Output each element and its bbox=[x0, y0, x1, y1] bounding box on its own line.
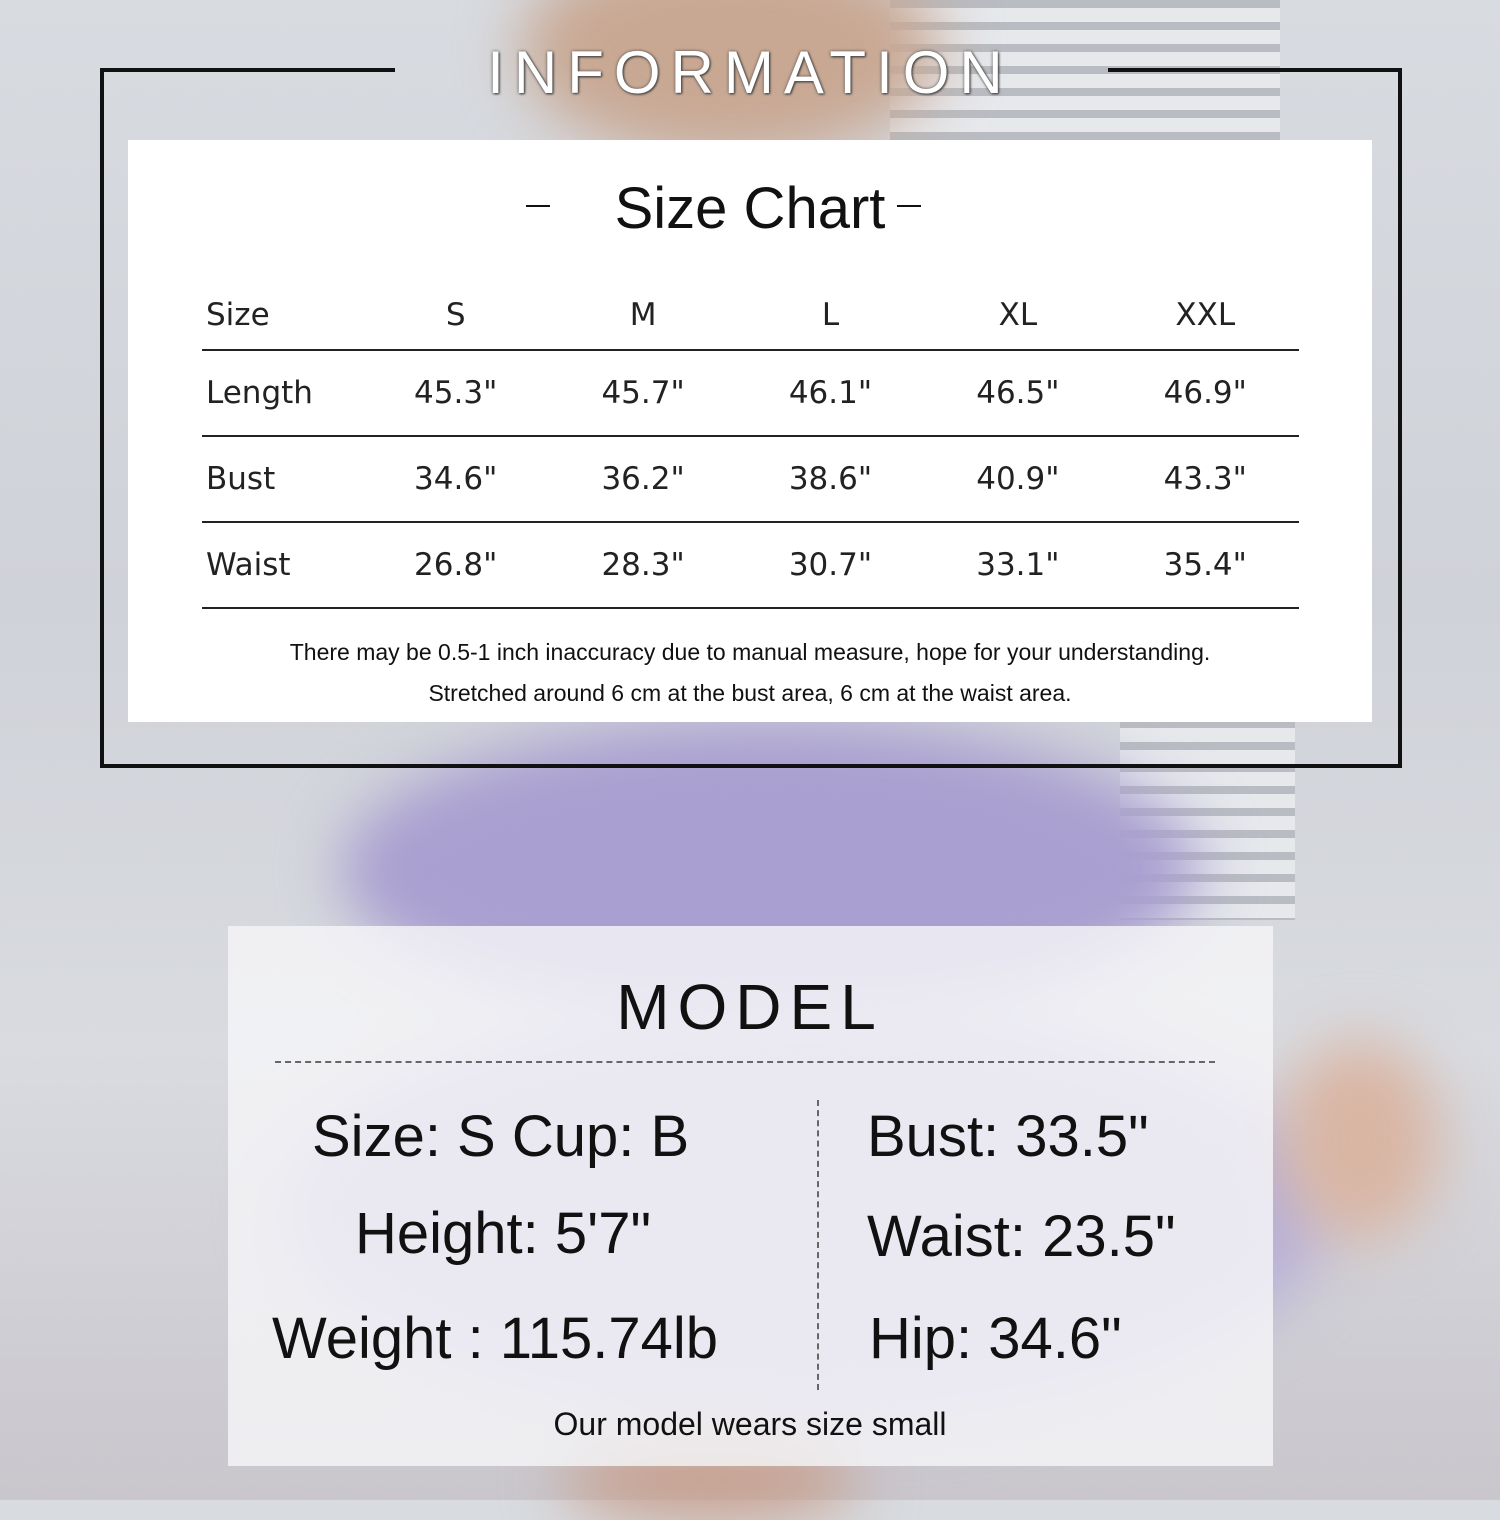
cell: 46.9" bbox=[1111, 350, 1299, 437]
cell: 35.4" bbox=[1111, 522, 1299, 609]
cell: 45.3" bbox=[362, 350, 550, 437]
model-footer: Our model wears size small bbox=[553, 1406, 947, 1442]
size-chart-title: Size Chart bbox=[614, 176, 886, 241]
model-card bbox=[228, 926, 1273, 1466]
cell: 30.7" bbox=[736, 522, 925, 609]
frame-line-right bbox=[1108, 68, 1402, 72]
cell: 36.2" bbox=[549, 436, 737, 523]
cell: 46.1" bbox=[736, 350, 925, 437]
row-label: Waist bbox=[202, 522, 362, 609]
column-header: XXL bbox=[1111, 280, 1299, 351]
info-title: INFORMATION bbox=[487, 39, 1013, 106]
table-row: Waist 26.8" 28.3" 30.7" 33.1" 35.4" bbox=[202, 522, 1299, 609]
table-row: Length 45.3" 45.7" 46.1" 46.5" 46.9" bbox=[202, 350, 1299, 437]
row-label: Bust bbox=[202, 436, 362, 523]
info-frame bbox=[100, 70, 1402, 768]
vertical-dashed-divider bbox=[817, 1100, 819, 1390]
size-chart-table: Size S M L XL XXL Length 45.3" 45.7" 46.… bbox=[202, 280, 1299, 609]
column-header: XL bbox=[924, 280, 1112, 351]
cell: 46.5" bbox=[924, 350, 1112, 437]
model-size-cup: Size: S Cup: B bbox=[312, 1104, 690, 1169]
stretch-note: Stretched around 6 cm at the bust area, … bbox=[428, 680, 1072, 706]
model-height: Height: 5'7" bbox=[355, 1201, 652, 1266]
cell: 33.1" bbox=[924, 522, 1112, 609]
frame-line-left bbox=[100, 68, 395, 72]
cell: 38.6" bbox=[736, 436, 925, 523]
model-bust: Bust: 33.5" bbox=[867, 1104, 1149, 1169]
column-header: Size bbox=[202, 280, 362, 351]
table-header-row: Size S M L XL XXL bbox=[202, 280, 1299, 351]
model-title: MODEL bbox=[616, 971, 884, 1043]
column-header: S bbox=[362, 280, 550, 351]
model-hip: Hip: 34.6" bbox=[869, 1306, 1122, 1371]
title-dash-right bbox=[897, 205, 921, 207]
cell: 26.8" bbox=[362, 522, 550, 609]
cell: 43.3" bbox=[1111, 436, 1299, 523]
table-row: Bust 34.6" 36.2" 38.6" 40.9" 43.3" bbox=[202, 436, 1299, 523]
column-header: L bbox=[736, 280, 925, 351]
model-waist: Waist: 23.5" bbox=[867, 1204, 1176, 1269]
column-header: M bbox=[549, 280, 737, 351]
cell: 40.9" bbox=[924, 436, 1112, 523]
cell: 34.6" bbox=[362, 436, 550, 523]
measurement-note: There may be 0.5-1 inch inaccuracy due t… bbox=[289, 639, 1211, 665]
row-label: Length bbox=[202, 350, 362, 437]
model-weight: Weight : 115.74lb bbox=[272, 1306, 719, 1371]
cell: 45.7" bbox=[549, 350, 737, 437]
dashed-divider bbox=[275, 1061, 1215, 1063]
title-dash-left bbox=[526, 205, 550, 207]
cell: 28.3" bbox=[549, 522, 737, 609]
